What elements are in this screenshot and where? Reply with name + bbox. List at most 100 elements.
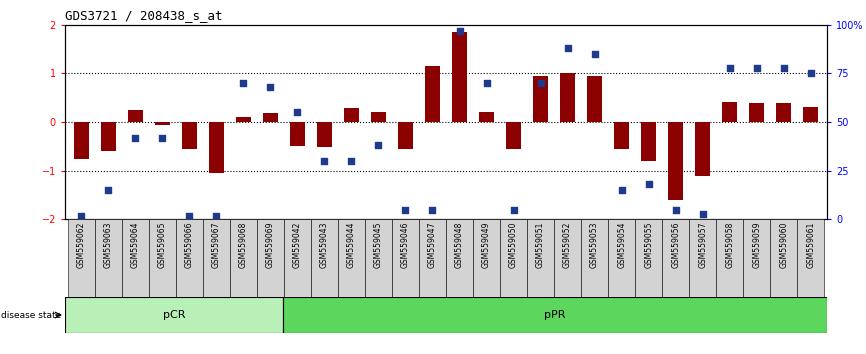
Bar xyxy=(635,219,662,297)
Text: pCR: pCR xyxy=(163,310,185,320)
Bar xyxy=(749,103,764,122)
Bar xyxy=(473,219,500,297)
Point xyxy=(236,80,250,86)
Point xyxy=(750,65,764,70)
Bar xyxy=(398,122,413,149)
Point xyxy=(804,70,818,76)
Bar xyxy=(282,297,827,333)
Bar xyxy=(452,32,467,122)
Point xyxy=(669,207,682,212)
Point xyxy=(560,45,574,51)
Bar xyxy=(344,108,359,122)
Bar xyxy=(365,219,392,297)
Bar xyxy=(176,219,203,297)
Bar xyxy=(527,219,554,297)
Point xyxy=(533,80,547,86)
Text: GSM559063: GSM559063 xyxy=(104,222,113,268)
Bar xyxy=(804,107,818,122)
Bar xyxy=(263,113,278,122)
Bar xyxy=(479,113,494,122)
Text: GSM559054: GSM559054 xyxy=(617,222,626,268)
Text: GSM559048: GSM559048 xyxy=(455,222,464,268)
Text: GSM559044: GSM559044 xyxy=(347,222,356,268)
Bar xyxy=(776,103,792,122)
Text: GSM559043: GSM559043 xyxy=(320,222,329,268)
Bar xyxy=(669,122,683,200)
Bar xyxy=(209,122,223,173)
Bar xyxy=(65,297,282,333)
Bar xyxy=(290,122,305,147)
Bar xyxy=(662,219,689,297)
Bar xyxy=(68,219,94,297)
Point xyxy=(290,110,304,115)
Bar xyxy=(716,219,743,297)
Point xyxy=(695,211,709,216)
Bar xyxy=(641,122,656,161)
Bar xyxy=(311,219,338,297)
Point xyxy=(642,182,656,187)
Bar xyxy=(743,219,770,297)
Bar xyxy=(203,219,229,297)
Bar xyxy=(128,110,143,122)
Bar xyxy=(689,219,716,297)
Bar xyxy=(74,122,88,159)
Bar xyxy=(554,219,581,297)
Bar xyxy=(257,219,284,297)
Bar xyxy=(236,117,251,122)
Text: GSM559061: GSM559061 xyxy=(806,222,815,268)
Bar xyxy=(798,219,824,297)
Point xyxy=(480,80,494,86)
Text: GSM559060: GSM559060 xyxy=(779,222,788,268)
Point xyxy=(588,51,602,57)
Text: GSM559068: GSM559068 xyxy=(239,222,248,268)
Bar xyxy=(149,219,176,297)
Text: GSM559045: GSM559045 xyxy=(374,222,383,268)
Text: GSM559053: GSM559053 xyxy=(590,222,599,268)
Bar xyxy=(122,219,149,297)
Bar xyxy=(392,219,419,297)
Bar xyxy=(506,122,521,149)
Text: GSM559065: GSM559065 xyxy=(158,222,167,268)
Text: GSM559047: GSM559047 xyxy=(428,222,437,268)
Point xyxy=(345,158,359,164)
Text: GSM559056: GSM559056 xyxy=(671,222,680,268)
Text: GSM559064: GSM559064 xyxy=(131,222,139,268)
Bar xyxy=(533,76,548,122)
Point xyxy=(101,187,115,193)
Text: GSM559055: GSM559055 xyxy=(644,222,653,268)
Bar xyxy=(182,122,197,149)
Point xyxy=(453,28,467,33)
Text: GSM559057: GSM559057 xyxy=(698,222,708,268)
Bar xyxy=(338,219,365,297)
Bar xyxy=(100,122,116,152)
Text: GSM559052: GSM559052 xyxy=(563,222,572,268)
Bar xyxy=(587,76,602,122)
Bar xyxy=(695,122,710,176)
Bar xyxy=(155,122,170,125)
Bar xyxy=(284,219,311,297)
Text: GDS3721 / 208438_s_at: GDS3721 / 208438_s_at xyxy=(65,9,223,22)
Point xyxy=(398,207,412,212)
Bar xyxy=(94,219,122,297)
Point xyxy=(128,135,142,141)
Bar xyxy=(770,219,798,297)
Point xyxy=(723,65,737,70)
Text: GSM559067: GSM559067 xyxy=(212,222,221,268)
Point xyxy=(507,207,520,212)
Point xyxy=(263,84,277,90)
Bar xyxy=(614,122,629,149)
Text: GSM559062: GSM559062 xyxy=(77,222,86,268)
Text: GSM559058: GSM559058 xyxy=(725,222,734,268)
Text: GSM559066: GSM559066 xyxy=(184,222,194,268)
Bar xyxy=(371,113,386,122)
Point xyxy=(425,207,439,212)
Point xyxy=(372,143,385,148)
Bar xyxy=(722,102,737,122)
Text: GSM559051: GSM559051 xyxy=(536,222,545,268)
Bar xyxy=(425,66,440,122)
Bar xyxy=(608,219,635,297)
Text: GSM559046: GSM559046 xyxy=(401,222,410,268)
Point xyxy=(155,135,169,141)
Point xyxy=(210,213,223,218)
Point xyxy=(183,213,197,218)
